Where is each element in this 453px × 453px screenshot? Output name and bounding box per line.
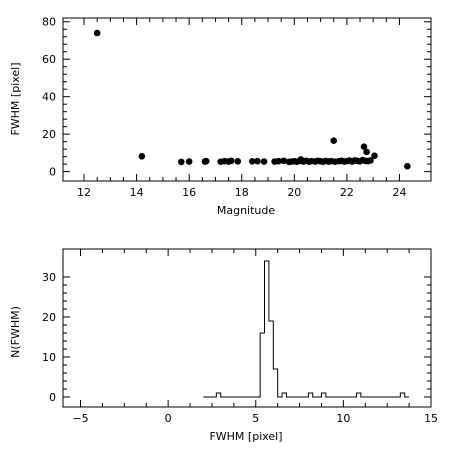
data-point	[185, 158, 193, 165]
data-point	[330, 137, 338, 145]
y-tick-label: 0	[49, 166, 56, 179]
x-tick-label: 10	[336, 412, 350, 425]
scatter-x-ticks: 12 14 16 18 20 22 24	[77, 18, 406, 199]
data-point	[138, 152, 146, 160]
data-point	[367, 157, 374, 164]
data-point	[177, 158, 185, 166]
scatter-points	[93, 29, 411, 170]
x-tick-label: 15	[424, 412, 438, 425]
scatter-chart: 12 14 16 18 20 22 24 0 20 40 60 80 Magnitude FWHM …	[9, 16, 432, 217]
scatter-x-axis-label: Magnitude	[217, 204, 276, 217]
data-point	[202, 157, 210, 165]
x-tick-label: 22	[340, 186, 354, 199]
data-point	[280, 157, 288, 165]
x-tick-label: 20	[287, 186, 301, 199]
x-tick-label: 18	[235, 186, 249, 199]
data-point	[248, 158, 256, 165]
histogram-x-ticks: −5 0 5 10 15	[72, 249, 438, 425]
y-tick-label: 40	[42, 91, 56, 104]
y-tick-label: 30	[42, 271, 56, 284]
data-point	[360, 143, 368, 151]
data-point	[254, 157, 261, 165]
scatter-y-ticks: 0 20 40 60 80	[42, 16, 431, 179]
scatter-y-axis-label: FWHM [pixel]	[9, 62, 22, 135]
y-tick-label: 20	[42, 128, 56, 141]
histogram-x-axis-label: FWHM [pixel]	[209, 430, 282, 443]
data-point	[404, 162, 411, 170]
data-point	[363, 148, 370, 156]
data-point	[275, 157, 282, 165]
x-tick-label: 16	[182, 186, 196, 199]
histogram-y-axis-label: N(FWHM)	[9, 306, 22, 358]
histogram-chart: −5 0 5 10 15 0 10 20 30 FWHM [pixel] N(FWHM)	[9, 248, 438, 443]
histogram-plot-frame	[62, 248, 432, 408]
x-tick-label: −5	[72, 412, 88, 425]
y-tick-label: 20	[42, 311, 56, 324]
y-tick-label: 60	[42, 53, 56, 66]
data-point	[227, 157, 235, 165]
y-tick-label: 80	[42, 16, 56, 29]
data-point	[371, 152, 378, 160]
y-tick-label: 10	[42, 351, 56, 364]
histogram-y-ticks: 0 10 20 30	[42, 271, 431, 404]
data-point	[260, 158, 268, 165]
data-point	[93, 29, 101, 37]
histogram-step-line	[203, 260, 410, 398]
x-tick-label: 5	[252, 412, 259, 425]
scatter-plot-frame	[62, 17, 432, 182]
x-tick-label: 14	[130, 186, 144, 199]
x-tick-label: 12	[77, 186, 91, 199]
data-point	[234, 158, 242, 165]
y-tick-label: 0	[49, 391, 56, 404]
x-tick-label: 0	[165, 412, 172, 425]
x-tick-label: 24	[392, 186, 406, 199]
